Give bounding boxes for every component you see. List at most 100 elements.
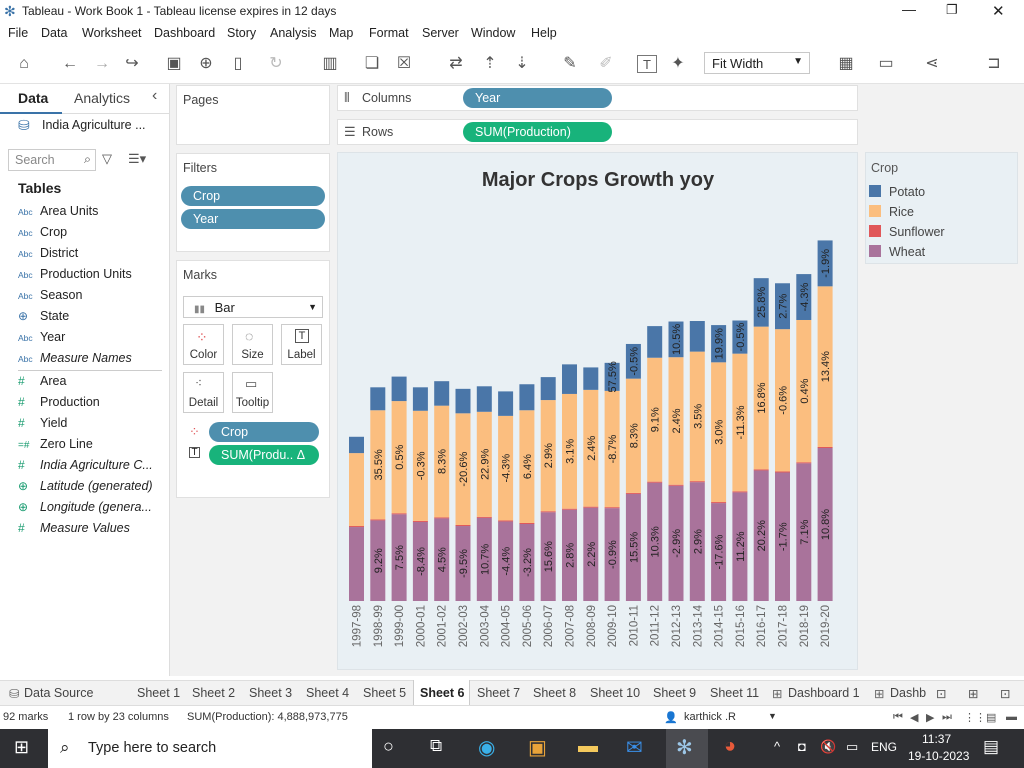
tabs-icon[interactable]: ▬ bbox=[1006, 711, 1017, 723]
tab-dashboard-1[interactable]: Dashboard 1 bbox=[788, 686, 860, 700]
field-production-units[interactable]: Abc Production Units bbox=[18, 267, 132, 281]
bar-potato-2006-07[interactable] bbox=[540, 377, 556, 401]
field-area[interactable]: # Area bbox=[18, 374, 67, 388]
bar-wheat-2012-13[interactable] bbox=[668, 485, 684, 601]
label-button[interactable]: T Label bbox=[281, 324, 322, 365]
clock-time[interactable]: 11:37 bbox=[922, 732, 952, 746]
volume-icon[interactable]: 🔇 bbox=[820, 739, 837, 754]
swap-icon[interactable]: ⇄ bbox=[449, 55, 463, 72]
bar-rice-2006-07[interactable] bbox=[540, 400, 556, 512]
legend-item-sunflower[interactable]: Sunflower bbox=[869, 225, 945, 239]
bar-sunflower-2016-17[interactable] bbox=[753, 469, 769, 471]
file-explorer-icon[interactable]: ▬ bbox=[578, 735, 598, 757]
menu-dashboard[interactable]: Dashboard bbox=[154, 26, 216, 40]
view-options-icon[interactable]: ☰▾ bbox=[128, 151, 147, 166]
field-measure-values[interactable]: # Measure Values bbox=[18, 521, 130, 535]
rows-pill-production[interactable]: SUM(Production) bbox=[463, 122, 612, 142]
bar-sunflower-2019-20[interactable] bbox=[817, 446, 833, 448]
menu-data[interactable]: Data bbox=[41, 26, 68, 40]
viz-area[interactable]: Major Crops Growth yoy 9.2% 35.5% 7.5% 0.5%… bbox=[337, 152, 858, 670]
bar-rice-2009-10[interactable] bbox=[604, 390, 620, 508]
field-crop[interactable]: Abc Crop bbox=[18, 225, 68, 239]
undo-icon[interactable]: ← bbox=[62, 55, 78, 72]
maximize-button[interactable]: ❐ bbox=[946, 2, 958, 17]
bar-rice-2015-16[interactable] bbox=[732, 353, 748, 492]
bar-potato-2007-08[interactable] bbox=[562, 364, 577, 394]
bar-potato-2005-06[interactable] bbox=[519, 384, 535, 411]
bar-potato-2001-02[interactable] bbox=[434, 381, 450, 406]
bar-wheat-1997-98[interactable] bbox=[349, 527, 364, 601]
field-area-units[interactable]: Abc Area Units bbox=[18, 204, 99, 218]
tab-data-source[interactable]: Data Source bbox=[24, 686, 94, 700]
bar-sunflower-2002-03[interactable] bbox=[455, 525, 471, 527]
field-longitude[interactable]: ⊕ Longitude (genera... bbox=[18, 500, 152, 514]
show-me-button-icon[interactable]: ⊐ bbox=[987, 55, 1001, 72]
bar-potato-2009-10[interactable] bbox=[604, 362, 620, 391]
bar-wheat-2013-14[interactable] bbox=[689, 482, 705, 601]
chevron-down-icon[interactable]: ▼ bbox=[768, 711, 777, 721]
bar-rice-2010-11[interactable] bbox=[625, 378, 641, 493]
bar-wheat-1998-99[interactable] bbox=[370, 520, 386, 601]
close-button[interactable]: ✕ bbox=[992, 3, 1005, 20]
bar-potato-2011-12[interactable] bbox=[647, 326, 663, 358]
bar-rice-2013-14[interactable] bbox=[689, 351, 705, 482]
bar-rice-2005-06[interactable] bbox=[519, 410, 535, 523]
show-me-icon[interactable]: ▦ bbox=[838, 55, 854, 72]
tab-sheet-2[interactable]: Sheet 2 bbox=[192, 686, 236, 700]
windows-start-icon[interactable]: ⊞ bbox=[14, 737, 30, 757]
bar-wheat-2003-04[interactable] bbox=[476, 517, 492, 601]
bar-wheat-2011-12[interactable] bbox=[647, 482, 663, 601]
bar-rice-2018-19[interactable] bbox=[796, 319, 812, 463]
field-latitude[interactable]: ⊕ Latitude (generated) bbox=[18, 479, 153, 493]
marks-pill-production[interactable]: SUM(Produ.. Δ bbox=[209, 445, 319, 465]
bar-rice-2000-01[interactable] bbox=[412, 410, 428, 521]
bar-rice-1997-98[interactable] bbox=[349, 453, 364, 527]
filmstrip-icon[interactable]: ▤ bbox=[986, 712, 997, 724]
bar-wheat-2000-01[interactable] bbox=[412, 521, 428, 601]
prev-sheet-icon[interactable]: ◀ bbox=[910, 712, 919, 724]
new-datasource-icon[interactable]: ⊕ bbox=[199, 55, 213, 72]
new-story-icon[interactable]: ⊡ bbox=[1000, 687, 1011, 701]
bar-sunflower-2013-14[interactable] bbox=[689, 481, 705, 483]
bar-sunflower-2007-08[interactable] bbox=[562, 508, 577, 510]
bar-sunflower-2005-06[interactable] bbox=[519, 522, 535, 524]
clock-date[interactable]: 19-10-2023 bbox=[908, 749, 970, 763]
bar-sunflower-2004-05[interactable] bbox=[498, 520, 514, 522]
tab-sheet-11[interactable]: Sheet 11 bbox=[710, 686, 760, 700]
pause-updates-icon[interactable]: ▯ bbox=[233, 55, 243, 72]
pages-card[interactable]: Pages bbox=[176, 85, 330, 145]
minimize-button[interactable]: — bbox=[902, 1, 916, 17]
attach-icon[interactable]: ✐ bbox=[599, 55, 613, 72]
presentation-icon[interactable]: ▭ bbox=[878, 55, 894, 72]
bar-wheat-2018-19[interactable] bbox=[796, 463, 812, 601]
datasource-name[interactable]: India Agriculture ... bbox=[42, 118, 146, 132]
replay-icon[interactable]: ↪ bbox=[125, 55, 139, 72]
camera-icon[interactable]: ◘ bbox=[798, 739, 806, 754]
mark-type-select[interactable]: ▮▮ Bar ▼ bbox=[183, 296, 323, 318]
tab-sheet-4[interactable]: Sheet 4 bbox=[306, 686, 350, 700]
tab-sheet-1[interactable]: Sheet 1 bbox=[137, 686, 181, 700]
collapse-pane-icon[interactable]: ‹ bbox=[152, 87, 158, 104]
bar-potato-1999-00[interactable] bbox=[391, 376, 407, 402]
bar-potato-2000-01[interactable] bbox=[412, 387, 428, 411]
taskbar-search[interactable]: ⌕ Type here to search bbox=[48, 729, 372, 768]
color-legend[interactable]: Crop Potato Rice Sunflower Wheat bbox=[865, 152, 1018, 264]
bar-wheat-2014-15[interactable] bbox=[711, 503, 727, 601]
field-production[interactable]: # Production bbox=[18, 395, 100, 409]
bar-rice-2012-13[interactable] bbox=[668, 357, 684, 485]
filter-icon[interactable]: ▽ bbox=[102, 151, 112, 166]
redo-icon[interactable]: → bbox=[94, 55, 110, 72]
user-name[interactable]: karthick .R bbox=[684, 711, 736, 723]
rows-shelf[interactable]: ☰ Rows SUM(Production) bbox=[337, 119, 858, 145]
bar-rice-2019-20[interactable] bbox=[817, 286, 833, 447]
first-sheet-icon[interactable]: ⏮ bbox=[893, 711, 903, 723]
bar-potato-1998-99[interactable] bbox=[370, 387, 386, 411]
new-worksheet-icon[interactable]: ⊡ bbox=[936, 687, 947, 701]
show-labels-icon[interactable]: T bbox=[637, 55, 657, 73]
task-view-icon[interactable]: ⧉ bbox=[430, 736, 443, 755]
menu-help[interactable]: Help bbox=[531, 26, 557, 40]
bar-sunflower-2000-01[interactable] bbox=[412, 520, 428, 522]
refresh-icon[interactable]: ↻ bbox=[269, 55, 283, 72]
size-button[interactable]: ◌ Size bbox=[232, 324, 273, 365]
tab-sheet-8[interactable]: Sheet 8 bbox=[533, 686, 577, 700]
